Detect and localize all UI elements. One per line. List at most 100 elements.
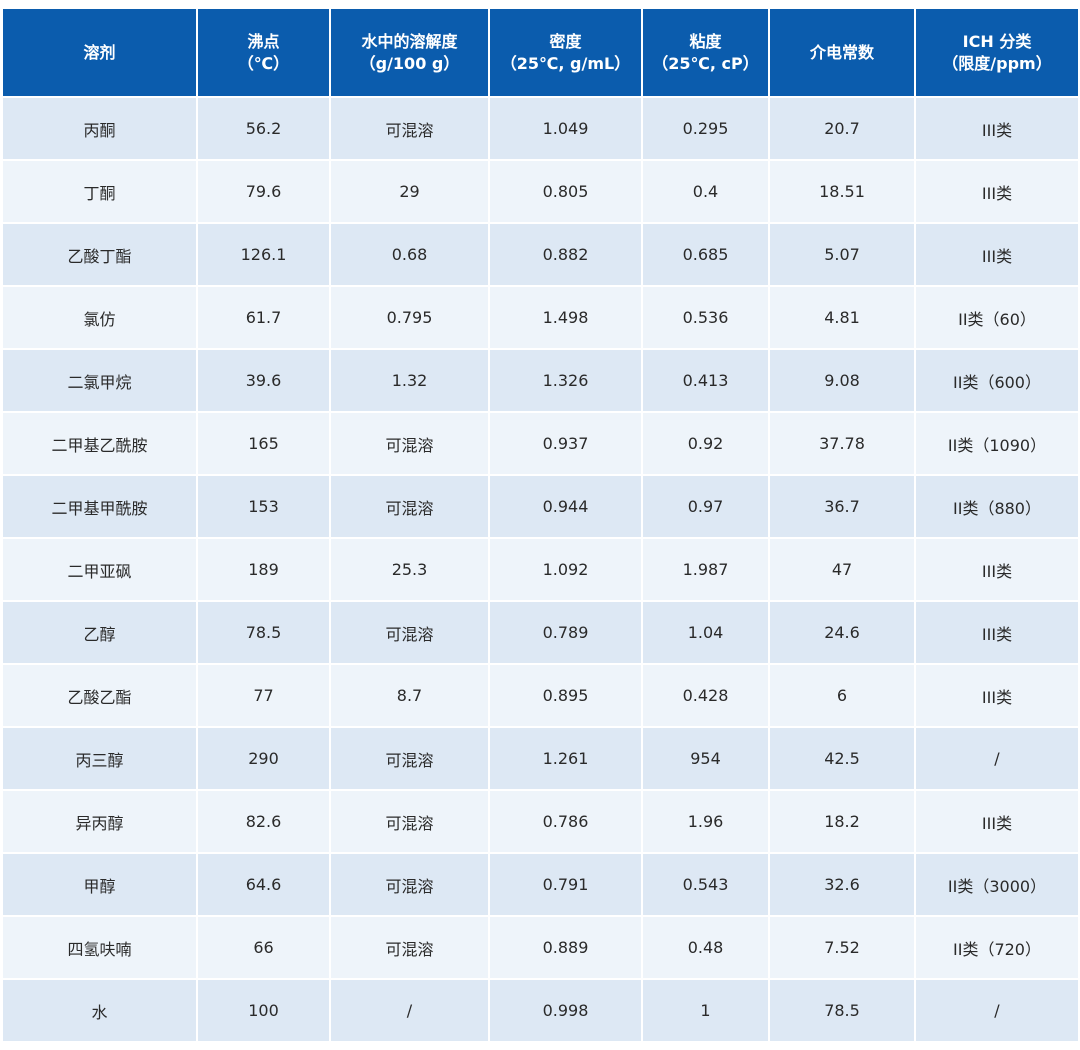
cell-ich-class: II类（1090） — [916, 411, 1078, 474]
cell-boiling-point: 126.1 — [198, 222, 331, 285]
cell-density: 0.791 — [490, 852, 643, 915]
cell-viscosity: 0.685 — [643, 222, 770, 285]
header-row: 溶剂 沸点 （℃） 水中的溶解度 （g/100 g） 密度 （25℃, g/mL… — [3, 9, 1078, 96]
cell-density: 0.895 — [490, 663, 643, 726]
cell-water-solubility: 可混溶 — [331, 411, 490, 474]
header-unit: （限度/ppm） — [942, 53, 1052, 73]
cell-dielectric-constant: 36.7 — [770, 474, 916, 537]
cell-water-solubility: 1.32 — [331, 348, 490, 411]
cell-ich-class: III类 — [916, 789, 1078, 852]
cell-ich-class: II类（720） — [916, 915, 1078, 978]
header-unit: （℃） — [237, 53, 290, 73]
cell-viscosity: 1 — [643, 978, 770, 1041]
header-density: 密度 （25℃, g/mL） — [490, 9, 643, 96]
cell-boiling-point: 165 — [198, 411, 331, 474]
cell-boiling-point: 61.7 — [198, 285, 331, 348]
cell-boiling-point: 82.6 — [198, 789, 331, 852]
cell-dielectric-constant: 18.51 — [770, 159, 916, 222]
cell-ich-class: III类 — [916, 96, 1078, 159]
table-row: 丙酮 56.2 可混溶 1.049 0.295 20.7 III类 — [3, 96, 1078, 159]
header-label: 溶剂 — [83, 42, 116, 62]
table-row: 丙三醇 290 可混溶 1.261 954 42.5/ — [3, 726, 1078, 789]
header-label: 密度 — [549, 31, 582, 51]
header-label: 介电常数 — [809, 42, 874, 62]
cell-ich-class: III类 — [916, 222, 1078, 285]
cell-dielectric-constant: 18.2 — [770, 789, 916, 852]
cell-boiling-point: 100 — [198, 978, 331, 1041]
cell-water-solubility: 可混溶 — [331, 600, 490, 663]
table-row: 丁酮 79.6 29 0.805 0.4 18.51 III类 — [3, 159, 1078, 222]
cell-water-solubility: 可混溶 — [331, 915, 490, 978]
table-row: 乙酸乙酯 77 8.7 0.895 0.428 6 III类 — [3, 663, 1078, 726]
header-water-solubility: 水中的溶解度 （g/100 g） — [331, 9, 490, 96]
cell-dielectric-constant: 47 — [770, 537, 916, 600]
cell-solvent: 丙酮 — [3, 96, 198, 159]
cell-solvent: 甲醇 — [3, 852, 198, 915]
cell-solvent: 氯仿 — [3, 285, 198, 348]
table-row: 乙醇 78.5 可混溶 0.789 1.04 24.6 III类 — [3, 600, 1078, 663]
cell-density: 1.326 — [490, 348, 643, 411]
cell-ich-class: III类 — [916, 600, 1078, 663]
cell-boiling-point: 290 — [198, 726, 331, 789]
header-unit: （25℃, cP） — [652, 53, 759, 73]
cell-boiling-point: 64.6 — [198, 852, 331, 915]
cell-viscosity: 0.536 — [643, 285, 770, 348]
cell-water-solubility: 8.7 — [331, 663, 490, 726]
cell-viscosity: 0.4 — [643, 159, 770, 222]
cell-density: 1.049 — [490, 96, 643, 159]
cell-water-solubility: 可混溶 — [331, 726, 490, 789]
solvent-properties-table: 溶剂 沸点 （℃） 水中的溶解度 （g/100 g） 密度 （25℃, g/mL… — [3, 9, 1078, 1041]
table-row: 二甲基乙酰胺 165 可混溶 0.937 0.92 37.78 II类（1090） — [3, 411, 1078, 474]
table-row: 异丙醇 82.6 可混溶 0.786 1.96 18.2 III类 — [3, 789, 1078, 852]
header-ich-class: ICH 分类 （限度/ppm） — [916, 9, 1078, 96]
table-row: 二甲亚砜 189 25.3 1.092 1.987 47 III类 — [3, 537, 1078, 600]
cell-viscosity: 954 — [643, 726, 770, 789]
header-label: 沸点 — [247, 31, 280, 51]
table-row: 乙酸丁酯 126.1 0.68 0.882 0.685 5.07 III类 — [3, 222, 1078, 285]
cell-dielectric-constant: 24.6 — [770, 600, 916, 663]
cell-water-solubility: 0.68 — [331, 222, 490, 285]
cell-dielectric-constant: 9.08 — [770, 348, 916, 411]
cell-density: 0.944 — [490, 474, 643, 537]
cell-solvent: 二甲亚砜 — [3, 537, 198, 600]
cell-ich-class: / — [916, 978, 1078, 1041]
cell-boiling-point: 153 — [198, 474, 331, 537]
header-label: 水中的溶解度 — [361, 31, 458, 51]
cell-water-solubility: 0.795 — [331, 285, 490, 348]
header-unit: （g/100 g） — [359, 53, 460, 73]
cell-water-solubility: 可混溶 — [331, 474, 490, 537]
cell-viscosity: 1.04 — [643, 600, 770, 663]
header-unit: （25℃, g/mL） — [500, 53, 631, 73]
cell-density: 0.882 — [490, 222, 643, 285]
header-boiling-point: 沸点 （℃） — [198, 9, 331, 96]
cell-density: 0.789 — [490, 600, 643, 663]
cell-viscosity: 0.543 — [643, 852, 770, 915]
cell-water-solubility: / — [331, 978, 490, 1041]
cell-dielectric-constant: 32.6 — [770, 852, 916, 915]
cell-solvent: 乙酸乙酯 — [3, 663, 198, 726]
cell-boiling-point: 77 — [198, 663, 331, 726]
header-label: ICH 分类 — [962, 31, 1032, 51]
cell-viscosity: 0.295 — [643, 96, 770, 159]
cell-viscosity: 0.413 — [643, 348, 770, 411]
cell-dielectric-constant: 7.52 — [770, 915, 916, 978]
cell-ich-class: II类（3000） — [916, 852, 1078, 915]
cell-viscosity: 0.428 — [643, 663, 770, 726]
cell-boiling-point: 39.6 — [198, 348, 331, 411]
cell-solvent: 丁酮 — [3, 159, 198, 222]
cell-water-solubility: 29 — [331, 159, 490, 222]
cell-dielectric-constant: 42.5 — [770, 726, 916, 789]
cell-viscosity: 0.97 — [643, 474, 770, 537]
cell-boiling-point: 79.6 — [198, 159, 331, 222]
cell-density: 1.261 — [490, 726, 643, 789]
cell-ich-class: III类 — [916, 663, 1078, 726]
cell-density: 0.786 — [490, 789, 643, 852]
table-body: 丙酮 56.2 可混溶 1.049 0.295 20.7 III类 丁酮 79.6 29 0.805… — [3, 96, 1078, 1041]
cell-boiling-point: 78.5 — [198, 600, 331, 663]
table-header: 溶剂 沸点 （℃） 水中的溶解度 （g/100 g） 密度 （25℃, g/mL… — [3, 9, 1078, 96]
header-label: 粘度 — [689, 31, 722, 51]
cell-water-solubility: 可混溶 — [331, 96, 490, 159]
cell-ich-class: III类 — [916, 159, 1078, 222]
table-row: 氯仿 61.7 0.795 1.498 0.536 4.81 II类（60） — [3, 285, 1078, 348]
cell-boiling-point: 189 — [198, 537, 331, 600]
